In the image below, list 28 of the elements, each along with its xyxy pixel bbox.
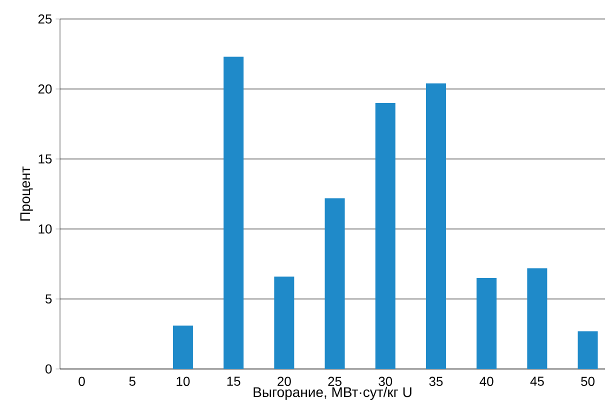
y-tick-label: 15 (38, 154, 52, 164)
x-tick-label: 20 (278, 376, 291, 386)
x-tick-label: 30 (378, 376, 392, 386)
x-tick-label: 0 (78, 376, 85, 386)
bar (224, 56, 244, 369)
x-tick-label: 5 (129, 376, 136, 386)
bar (527, 268, 548, 369)
x-tick-label: 15 (227, 376, 240, 386)
bar (274, 276, 294, 369)
x-tick-label: 25 (328, 376, 342, 386)
y-tick-label: 5 (45, 294, 52, 304)
y-tick-label: 25 (38, 14, 52, 24)
bar (578, 331, 598, 369)
bar (476, 278, 497, 369)
bar (324, 198, 345, 369)
y-tick-label: 0 (45, 364, 52, 374)
x-tick-label: 10 (176, 376, 190, 386)
x-axis-title: Выгорание, МВт·сут/кг U (254, 386, 412, 400)
y-tick-label: 10 (38, 224, 52, 234)
x-tick-label: 35 (429, 376, 443, 386)
y-tick-label: 20 (38, 84, 52, 94)
x-tick-label: 45 (530, 376, 544, 386)
x-tick-label: 50 (581, 376, 595, 386)
bar (426, 83, 446, 369)
bar (172, 326, 193, 369)
y-axis-title: Процент (20, 166, 33, 221)
x-tick-label: 40 (480, 376, 494, 386)
bar (375, 102, 396, 369)
